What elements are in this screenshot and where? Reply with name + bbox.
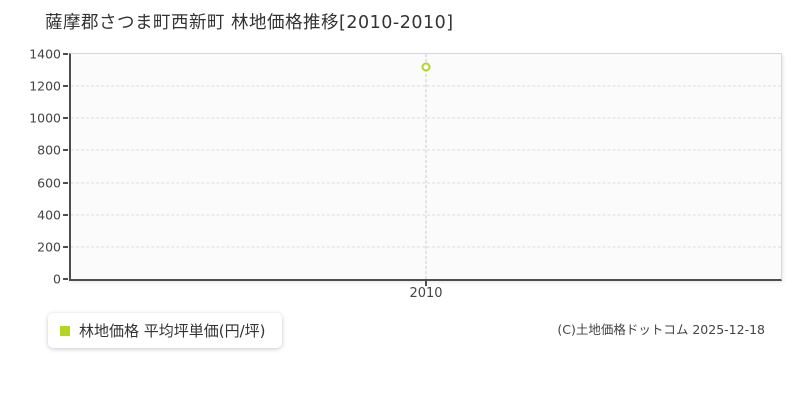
plot-area: 0 200 400 600 800 1000 1200 1400 2010 bbox=[29, 47, 782, 301]
copyright-text: (C)土地価格ドットコム 2025-12-18 bbox=[557, 322, 765, 337]
vertical-gridline bbox=[425, 54, 427, 279]
y-axis-tick bbox=[63, 245, 68, 248]
y-axis-tick bbox=[63, 181, 68, 184]
x-axis-tick bbox=[425, 281, 427, 286]
y-axis-tick-label: 1000 bbox=[29, 110, 61, 126]
legend-marker-square-icon bbox=[60, 325, 70, 336]
y-axis-tick bbox=[63, 149, 68, 152]
y-axis-tick-label: 1200 bbox=[29, 78, 61, 94]
y-axis-tick bbox=[63, 53, 68, 55]
y-axis-tick-label: 1400 bbox=[29, 46, 61, 62]
y-axis-tick bbox=[63, 213, 68, 216]
x-axis-tick-label: 2010 bbox=[409, 286, 443, 301]
y-axis-tick-label: 800 bbox=[37, 142, 61, 158]
y-axis-tick bbox=[63, 117, 68, 120]
data-point bbox=[421, 62, 431, 72]
y-axis-tick-label: 0 bbox=[53, 271, 61, 287]
legend-label: 林地価格 平均坪単価(円/坪) bbox=[79, 322, 266, 340]
y-axis-tick-label: 200 bbox=[37, 239, 61, 255]
y-axis-tick-label: 600 bbox=[37, 175, 61, 191]
chart-title: 薩摩郡さつま町西新町 林地価格推移[2010-2010] bbox=[45, 13, 454, 33]
legend-box: 林地価格 平均坪単価(円/坪) bbox=[48, 313, 282, 348]
y-axis-tick bbox=[63, 85, 68, 88]
y-axis-tick-label: 400 bbox=[37, 207, 61, 223]
y-axis-tick bbox=[63, 278, 68, 280]
